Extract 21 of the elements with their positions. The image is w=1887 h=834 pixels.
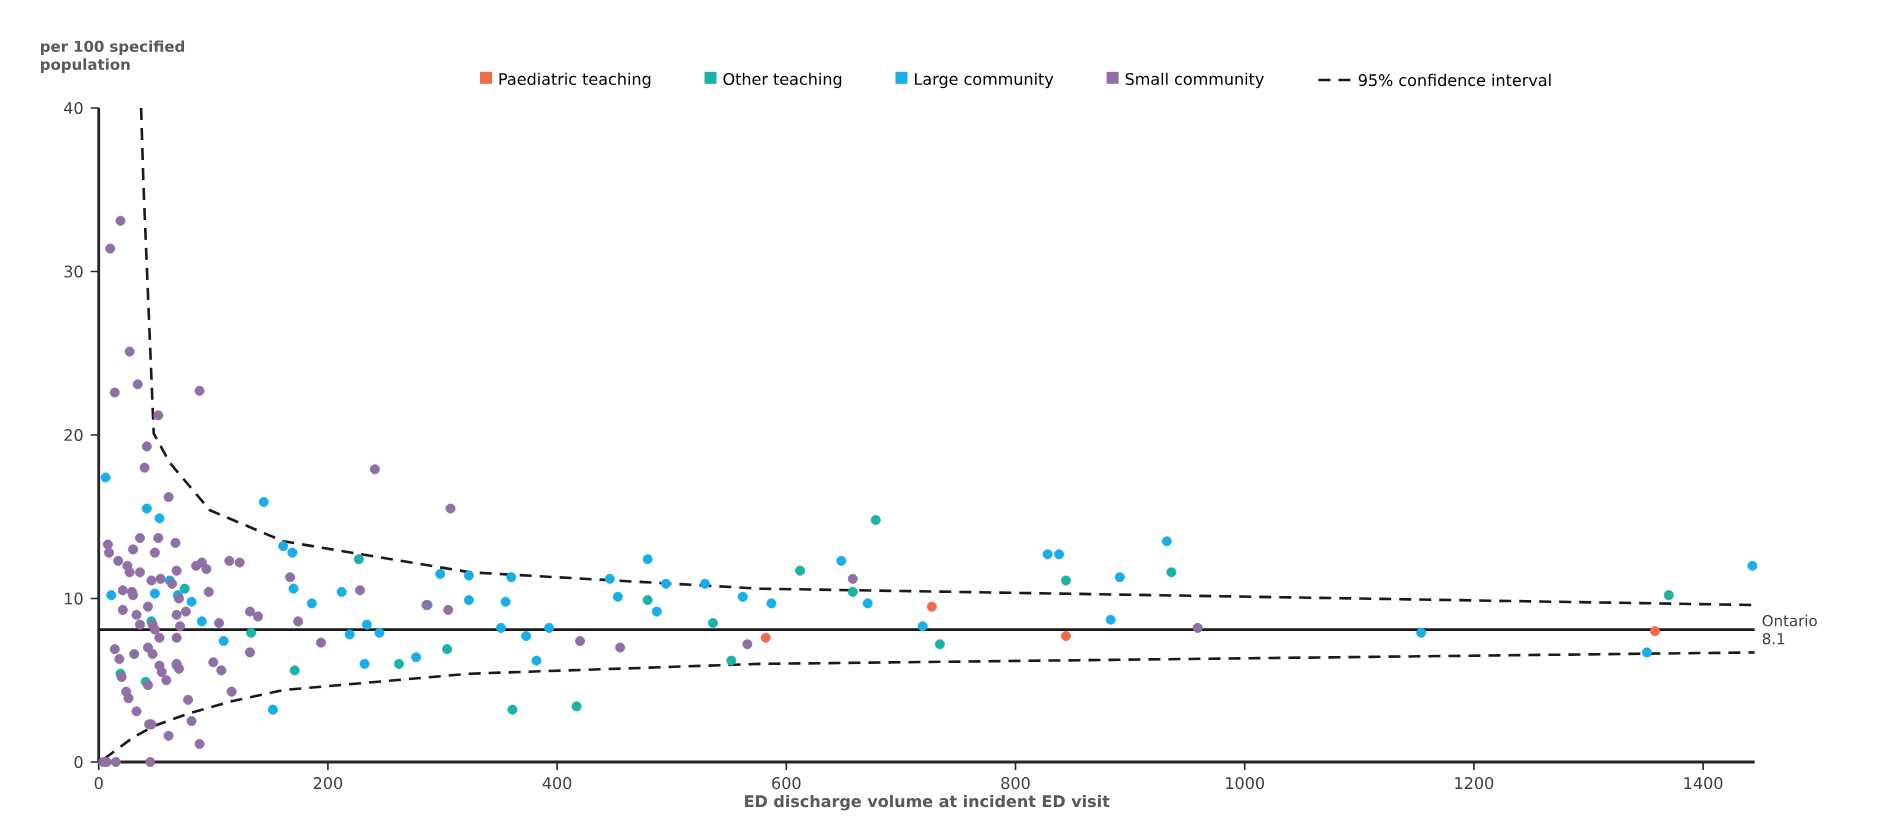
legend-label: Small community [1125,72,1264,89]
y-tick-label: 30 [64,265,83,278]
x-tick-label: 1200 [1455,777,1494,790]
legend-label: Large community [915,72,1054,89]
x-tick-label: 0 [94,777,103,790]
x-tick-label: 1000 [1226,777,1265,790]
y-axis-title: per 100 specified population [41,40,185,73]
legend-label: 95% confidence interval [1358,73,1551,87]
ref-line-label: Ontario 8.1 [1762,614,1817,645]
x-tick-label: 800 [1001,777,1030,790]
x-tick-label: 400 [542,777,572,790]
x-tick-label: 600 [772,777,801,790]
y-tick-label: 40 [64,101,83,115]
y-tick-label: 20 [64,428,83,442]
x-tick-label: 200 [313,777,343,790]
y-tick-label: 10 [65,592,83,605]
y-tick-label: 0 [74,755,83,769]
x-tick-label: 1400 [1684,777,1723,790]
x-axis-title: ED discharge volume at incident ED visit [745,794,1110,811]
legend-label: Other teaching [723,72,842,89]
legend-label: Paediatric teaching [499,72,651,89]
